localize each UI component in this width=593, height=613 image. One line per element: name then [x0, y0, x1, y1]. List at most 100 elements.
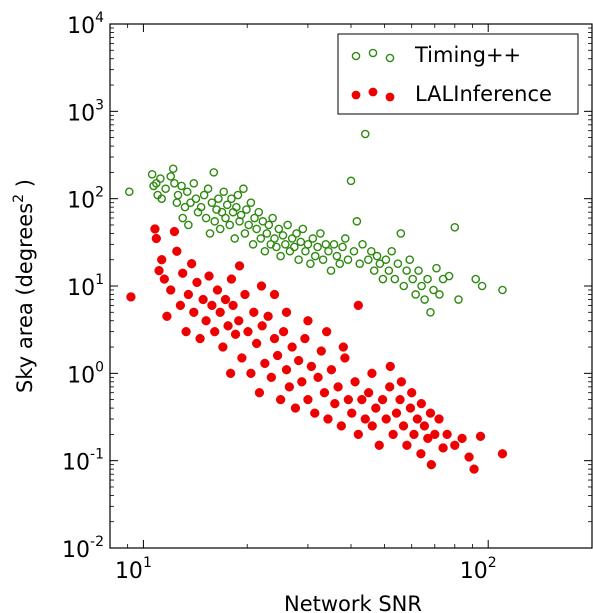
data-point-filled — [338, 342, 348, 352]
data-point-open — [301, 246, 310, 256]
data-point-filled — [269, 289, 280, 300]
y-tick-label-exponent: -1 — [90, 447, 104, 463]
data-point-filled — [385, 382, 395, 392]
data-point-filled — [347, 408, 357, 418]
data-point-open — [444, 271, 454, 281]
data-point-open — [310, 251, 320, 261]
data-point-filled — [475, 431, 486, 441]
data-point-open — [250, 213, 259, 223]
data-point-filled — [396, 377, 407, 387]
data-point-filled — [237, 353, 247, 363]
data-point-open — [215, 224, 225, 234]
data-point-filled — [257, 321, 267, 331]
data-point-filled — [126, 292, 136, 302]
legend-box — [337, 33, 579, 115]
data-point-filled — [357, 394, 367, 405]
data-point-filled — [412, 414, 422, 424]
data-point-filled — [226, 274, 237, 284]
data-point-filled — [409, 429, 419, 440]
y-tick-label: 103 — [67, 97, 104, 126]
data-point-open — [222, 200, 232, 210]
data-point-filled — [204, 271, 214, 281]
data-point-open — [201, 213, 211, 223]
data-point-open — [147, 170, 157, 179]
data-point-open — [199, 190, 209, 200]
data-point-filled — [402, 440, 412, 450]
data-point-filled — [251, 338, 262, 349]
x-axis-label: Network SNR — [284, 592, 422, 613]
data-point-open — [429, 285, 438, 295]
data-point-open — [256, 234, 266, 243]
data-point-open — [375, 259, 385, 269]
data-point-filled — [256, 281, 267, 291]
data-point-open — [316, 229, 325, 238]
data-point-open — [278, 231, 288, 240]
y-axis-label: Sky area (degrees2 ) — [11, 179, 37, 393]
data-point-open — [343, 255, 353, 265]
data-point-filled — [272, 350, 283, 361]
data-point-filled — [457, 433, 467, 444]
data-point-open — [294, 255, 303, 265]
data-point-open — [149, 181, 158, 191]
data-point-open — [244, 220, 253, 230]
data-point-open — [161, 184, 170, 194]
data-point-open — [471, 274, 481, 284]
data-point-open — [248, 240, 258, 249]
data-point-open — [166, 172, 176, 181]
y-tick-label-base: 10 — [67, 14, 95, 39]
data-point-filled — [186, 259, 197, 269]
data-point-filled — [287, 342, 297, 352]
data-point-filled — [189, 307, 199, 317]
x-tick-label: 102 — [460, 555, 497, 584]
y-tick-label-exponent: -2 — [90, 534, 104, 550]
legend-point-open — [385, 53, 395, 63]
data-point-filled — [438, 443, 448, 453]
data-point-filled — [395, 394, 405, 405]
y-tick-label: 100 — [67, 359, 104, 388]
data-point-open — [390, 274, 400, 284]
data-point-filled — [367, 421, 377, 431]
data-point-open — [411, 290, 420, 299]
data-point-filled — [220, 294, 231, 305]
data-point-open — [124, 187, 134, 197]
data-point-open — [366, 246, 376, 256]
data-point-open — [157, 194, 167, 203]
data-point-filled — [416, 449, 426, 459]
data-point-open — [308, 234, 318, 243]
data-point-open — [203, 184, 213, 194]
data-point-open — [239, 184, 248, 194]
data-point-open — [290, 242, 299, 252]
data-points — [124, 129, 508, 474]
data-point-filled — [212, 285, 223, 295]
y-tick-label-exponent: 1 — [95, 272, 104, 288]
data-point-open — [417, 281, 426, 291]
data-point-filled — [228, 300, 238, 311]
data-point-open — [408, 274, 418, 284]
data-point-filled — [150, 224, 160, 234]
data-point-open — [230, 234, 240, 243]
data-point-open — [349, 246, 359, 256]
data-point-filled — [201, 316, 211, 326]
data-point-filled — [178, 268, 188, 278]
data-point-filled — [367, 368, 377, 378]
y-tick-label-base: 10 — [67, 189, 95, 214]
data-point-open — [227, 194, 236, 203]
data-point-open — [313, 242, 322, 252]
data-point-filled — [434, 414, 444, 424]
data-point-open — [393, 259, 403, 269]
data-point-filled — [183, 289, 194, 300]
data-point-open — [396, 229, 406, 238]
data-point-open — [378, 274, 388, 284]
series-1 — [126, 224, 508, 474]
y-tick-label-base: 10 — [67, 363, 95, 388]
data-point-open — [306, 259, 315, 269]
data-point-filled — [243, 327, 253, 337]
data-point-filled — [297, 377, 307, 387]
data-point-open — [232, 202, 241, 212]
data-point-filled — [423, 433, 433, 444]
data-point-filled — [290, 403, 301, 413]
data-point-filled — [316, 346, 326, 356]
data-point-filled — [442, 429, 452, 440]
data-point-open — [454, 295, 463, 304]
